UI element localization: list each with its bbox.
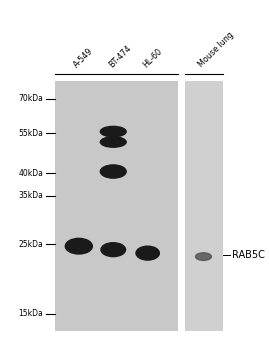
Ellipse shape [100, 165, 126, 178]
Text: 40kDa: 40kDa [18, 169, 43, 178]
Ellipse shape [100, 137, 126, 147]
Text: 55kDa: 55kDa [18, 129, 43, 138]
Text: 15kDa: 15kDa [19, 309, 43, 318]
Text: 70kDa: 70kDa [18, 94, 43, 103]
Text: Mouse lung: Mouse lung [197, 30, 236, 69]
Text: RAB5C: RAB5C [232, 250, 265, 260]
Ellipse shape [101, 243, 126, 257]
Ellipse shape [65, 238, 92, 254]
Text: 35kDa: 35kDa [18, 191, 43, 200]
Text: A-549: A-549 [72, 46, 95, 69]
Ellipse shape [100, 126, 126, 137]
FancyBboxPatch shape [55, 81, 178, 331]
Ellipse shape [136, 246, 159, 260]
Ellipse shape [196, 253, 211, 260]
FancyBboxPatch shape [185, 81, 223, 331]
Text: 25kDa: 25kDa [19, 240, 43, 249]
Text: BT-474: BT-474 [107, 43, 133, 69]
Text: HL-60: HL-60 [141, 47, 164, 69]
